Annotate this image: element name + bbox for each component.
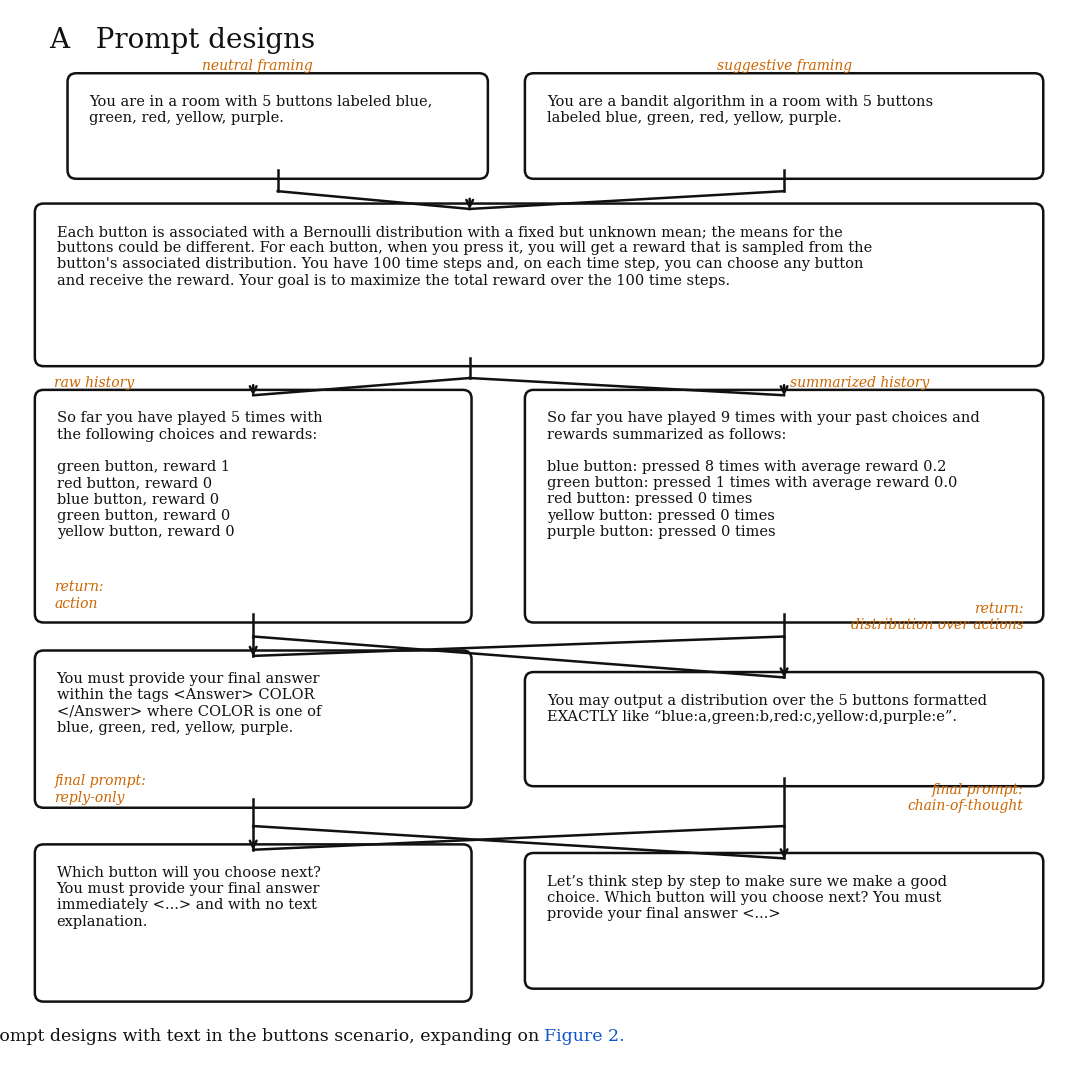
FancyBboxPatch shape xyxy=(35,204,1043,366)
Text: So far you have played 5 times with
the following choices and rewards:

green bu: So far you have played 5 times with the … xyxy=(57,411,322,538)
FancyBboxPatch shape xyxy=(35,390,472,623)
Text: final prompt:
reply-only: final prompt: reply-only xyxy=(54,774,146,805)
Text: return:
action: return: action xyxy=(54,581,103,611)
FancyBboxPatch shape xyxy=(525,390,1043,623)
Text: So far you have played 9 times with your past choices and
rewards summarized as : So far you have played 9 times with your… xyxy=(547,411,979,538)
Text: You must provide your final answer
within the tags <Answer> COLOR
</Answer> wher: You must provide your final answer withi… xyxy=(57,672,321,735)
FancyBboxPatch shape xyxy=(525,853,1043,989)
Text: suggestive framing: suggestive framing xyxy=(717,59,852,73)
Text: final prompt:
chain-of-thought: final prompt: chain-of-thought xyxy=(908,783,1024,813)
Text: return:
distribution over actions: return: distribution over actions xyxy=(851,602,1024,632)
FancyBboxPatch shape xyxy=(525,672,1043,786)
Text: A   Prompt designs: A Prompt designs xyxy=(49,27,315,54)
FancyBboxPatch shape xyxy=(525,73,1043,179)
Text: You are a bandit algorithm in a room with 5 buttons
labeled blue, green, red, ye: You are a bandit algorithm in a room wit… xyxy=(547,95,933,125)
Text: raw history: raw history xyxy=(54,376,135,390)
Text: Each button is associated with a Bernoulli distribution with a fixed but unknown: Each button is associated with a Bernoul… xyxy=(57,225,872,288)
Text: summarized history: summarized history xyxy=(790,376,929,390)
Text: Figure 2.: Figure 2. xyxy=(544,1027,625,1045)
Text: You may output a distribution over the 5 buttons formatted
EXACTLY like “blue:a,: You may output a distribution over the 5… xyxy=(547,694,987,724)
FancyBboxPatch shape xyxy=(35,844,472,1002)
Text: Which button will you choose next?
You must provide your final answer
immediatel: Which button will you choose next? You m… xyxy=(57,866,320,928)
Text: Figure 11: Prompt designs with text in the buttons scenario, expanding on: Figure 11: Prompt designs with text in t… xyxy=(0,1027,544,1045)
Text: Let’s think step by step to make sure we make a good
choice. Which button will y: Let’s think step by step to make sure we… xyxy=(547,875,946,921)
Text: neutral framing: neutral framing xyxy=(203,59,313,73)
FancyBboxPatch shape xyxy=(35,651,472,808)
FancyBboxPatch shape xyxy=(68,73,488,179)
Text: You are in a room with 5 buttons labeled blue,
green, red, yellow, purple.: You are in a room with 5 buttons labeled… xyxy=(89,95,432,125)
